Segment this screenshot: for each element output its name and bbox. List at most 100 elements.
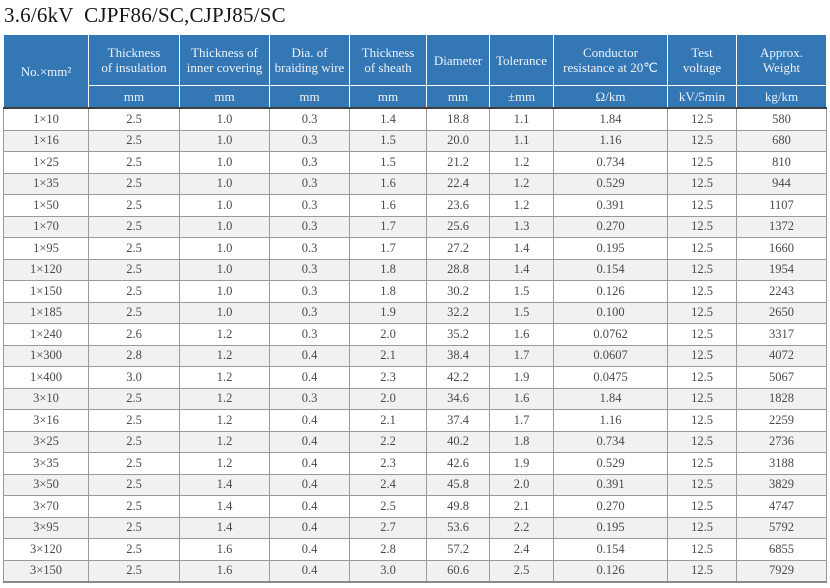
table-cell-sheath: 1.6 (349, 194, 427, 217)
table-cell-diameter: 35.2 (426, 323, 490, 346)
table-cell-diameter: 23.6 (426, 194, 490, 217)
table-cell-insulation: 3.0 (88, 366, 180, 389)
table-cell-weight: 5792 (736, 516, 827, 539)
table-cell-diameter: 21.2 (426, 151, 490, 174)
table-cell-diameter: 40.2 (426, 430, 490, 453)
table-cell-testvoltage: 12.5 (667, 237, 737, 260)
table-cell-resistance: 0.195 (553, 516, 668, 539)
table-cell-insulation: 2.5 (88, 430, 180, 453)
table-cell-sheath: 1.7 (349, 215, 427, 238)
table-cell-tolerance: 2.4 (489, 538, 554, 561)
table-cell-inner: 1.4 (179, 495, 270, 518)
table-cell-weight: 4072 (736, 344, 827, 367)
table-cell-tolerance: 1.5 (489, 301, 554, 324)
table-cell-weight: 680 (736, 129, 827, 152)
table-cell-tolerance: 1.3 (489, 215, 554, 238)
table-row: 1×240 2.6 1.2 0.3 2.0 35.2 1.6 0.0762 12.5 3317 (3, 323, 827, 346)
column-unit-braiding: mm (269, 85, 350, 109)
table-cell-diameter: 25.6 (426, 215, 490, 238)
column-unit-sheath: mm (349, 85, 427, 109)
table-cell-size: 1×120 (3, 258, 89, 281)
table-cell-resistance: 0.270 (553, 215, 668, 238)
table-row: 3×95 2.5 1.4 0.4 2.7 53.6 2.2 0.195 12.5 5792 (3, 516, 827, 539)
table-cell-insulation: 2.5 (88, 301, 180, 324)
table-cell-testvoltage: 12.5 (667, 559, 737, 583)
table-cell-size: 3×150 (3, 559, 89, 583)
table-cell-weight: 3829 (736, 473, 827, 496)
table-cell-resistance: 0.154 (553, 258, 668, 281)
table-cell-tolerance: 1.9 (489, 366, 554, 389)
table-cell-braiding: 0.4 (269, 344, 350, 367)
table-row: 1×35 2.5 1.0 0.3 1.6 22.4 1.2 0.529 12.5 944 (3, 172, 827, 195)
table-cell-size: 1×10 (3, 107, 89, 131)
table-cell-testvoltage: 12.5 (667, 151, 737, 174)
table-cell-size: 1×25 (3, 151, 89, 174)
table-cell-braiding: 0.3 (269, 129, 350, 152)
table-header: No.×mm² Thickness of insulation Thickness … (3, 34, 827, 109)
table-cell-braiding: 0.4 (269, 409, 350, 432)
table-cell-resistance: 0.391 (553, 473, 668, 496)
table-cell-sheath: 2.3 (349, 452, 427, 475)
table-cell-braiding: 0.3 (269, 301, 350, 324)
table-row: 1×70 2.5 1.0 0.3 1.7 25.6 1.3 0.270 12.5 1372 (3, 215, 827, 238)
table-cell-sheath: 1.5 (349, 151, 427, 174)
table-cell-inner: 1.0 (179, 215, 270, 238)
table-cell-insulation: 2.6 (88, 323, 180, 346)
table-cell-braiding: 0.3 (269, 237, 350, 260)
table-cell-diameter: 60.6 (426, 559, 490, 583)
table-cell-testvoltage: 12.5 (667, 473, 737, 496)
table-cell-testvoltage: 12.5 (667, 366, 737, 389)
table-cell-size: 1×70 (3, 215, 89, 238)
table-cell-insulation: 2.5 (88, 280, 180, 303)
table-cell-weight: 7929 (736, 559, 827, 583)
table-cell-insulation: 2.5 (88, 559, 180, 583)
table-cell-diameter: 27.2 (426, 237, 490, 260)
table-cell-testvoltage: 12.5 (667, 129, 737, 152)
table-cell-tolerance: 1.7 (489, 344, 554, 367)
table-cell-braiding: 0.3 (269, 280, 350, 303)
column-header-braiding: Dia. of braiding wire (269, 34, 350, 86)
table-cell-inner: 1.6 (179, 559, 270, 583)
table-cell-resistance: 0.100 (553, 301, 668, 324)
column-header-resistance: Conductor resistance at 20℃ (553, 34, 668, 86)
table-cell-inner: 1.0 (179, 172, 270, 195)
table-cell-inner: 1.0 (179, 258, 270, 281)
table-row: 1×16 2.5 1.0 0.3 1.5 20.0 1.1 1.16 12.5 680 (3, 129, 827, 152)
table-cell-testvoltage: 12.5 (667, 194, 737, 217)
table-cell-size: 3×35 (3, 452, 89, 475)
table-cell-tolerance: 1.1 (489, 129, 554, 152)
table-cell-tolerance: 1.6 (489, 387, 554, 410)
column-unit-resistance: Ω/km (553, 85, 668, 109)
table-row: 1×150 2.5 1.0 0.3 1.8 30.2 1.5 0.126 12.5 2243 (3, 280, 827, 303)
table-row: 3×120 2.5 1.6 0.4 2.8 57.2 2.4 0.154 12.5 6855 (3, 538, 827, 561)
table-cell-sheath: 2.1 (349, 409, 427, 432)
table-cell-diameter: 42.2 (426, 366, 490, 389)
table-cell-testvoltage: 12.5 (667, 387, 737, 410)
table-cell-weight: 1372 (736, 215, 827, 238)
table-cell-diameter: 53.6 (426, 516, 490, 539)
table-cell-insulation: 2.5 (88, 409, 180, 432)
table-cell-weight: 1828 (736, 387, 827, 410)
table-cell-insulation: 2.5 (88, 387, 180, 410)
table-cell-inner: 1.4 (179, 516, 270, 539)
table-cell-sheath: 2.2 (349, 430, 427, 453)
table-cell-tolerance: 1.2 (489, 172, 554, 195)
table-row: 3×50 2.5 1.4 0.4 2.4 45.8 2.0 0.391 12.5 3829 (3, 473, 827, 496)
column-unit-insulation: mm (88, 85, 180, 109)
table-cell-braiding: 0.4 (269, 538, 350, 561)
cable-spec-table: No.×mm² Thickness of insulation Thickness … (3, 34, 827, 583)
table-cell-sheath: 2.8 (349, 538, 427, 561)
column-unit-diameter: mm (426, 85, 490, 109)
table-cell-inner: 1.0 (179, 129, 270, 152)
table-cell-tolerance: 2.5 (489, 559, 554, 583)
table-cell-insulation: 2.5 (88, 258, 180, 281)
table-cell-sheath: 1.9 (349, 301, 427, 324)
table-cell-sheath: 2.1 (349, 344, 427, 367)
table-row: 1×400 3.0 1.2 0.4 2.3 42.2 1.9 0.0475 12.5 5067 (3, 366, 827, 389)
table-cell-braiding: 0.3 (269, 323, 350, 346)
table-cell-weight: 2736 (736, 430, 827, 453)
table-cell-tolerance: 1.8 (489, 430, 554, 453)
table-cell-resistance: 0.195 (553, 237, 668, 260)
table-cell-tolerance: 1.9 (489, 452, 554, 475)
table-cell-insulation: 2.5 (88, 194, 180, 217)
